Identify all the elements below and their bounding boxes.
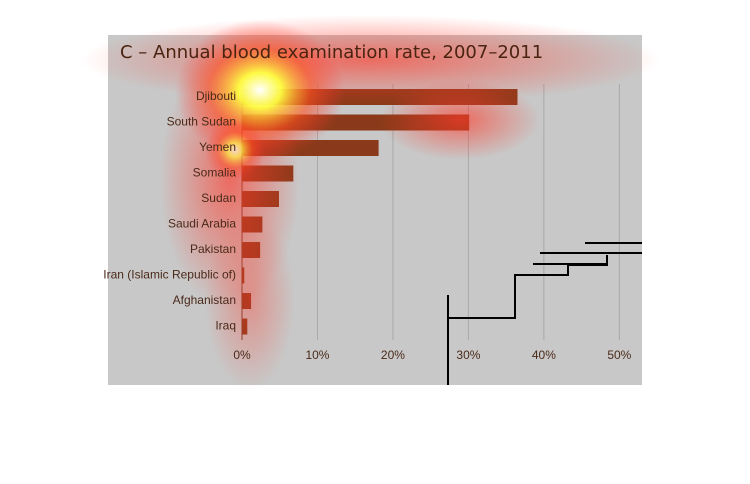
bar [242,267,245,284]
y-tick-label: Yemen [199,140,236,154]
bar [242,318,248,335]
bar [242,216,263,233]
x-tick-label: 0% [233,348,251,362]
y-tick-label: Saudi Arabia [168,217,236,231]
y-tick-label: Pakistan [190,242,236,256]
y-tick-label: Somalia [193,166,237,180]
x-tick-label: 10% [305,348,329,362]
bar [242,165,294,182]
y-tick-label: Iraq [215,319,236,333]
y-tick-label: South Sudan [167,115,236,129]
bar [242,140,379,156]
bar [242,293,252,309]
y-tick-label: Iran (Islamic Republic of) [103,268,236,282]
scanpath [447,242,642,385]
y-tick-label: Djibouti [196,89,236,103]
y-tick-label: Sudan [201,191,236,205]
x-tick-label: 50% [607,348,631,362]
bar [242,89,518,105]
panel [108,35,642,385]
bar [242,191,279,207]
labels: 0% 10% 20% 30% 40% 50% Djibouti South Sudan Yeme… [103,89,631,362]
y-tick-label: Afghanistan [173,293,236,307]
bar [242,114,470,131]
x-tick-label: 40% [532,348,556,362]
chart-title: C – Annual blood examination rate, 2007–… [120,42,543,63]
bar [242,242,261,258]
x-tick-label: 30% [456,348,480,362]
x-tick-label: 20% [381,348,405,362]
